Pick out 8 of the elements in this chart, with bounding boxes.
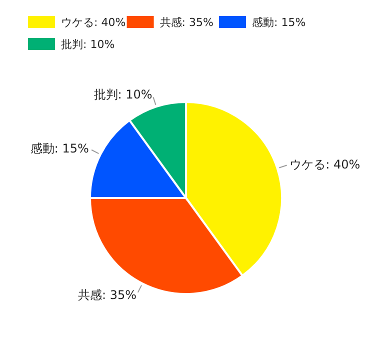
- legend-label: 感動: 15%: [252, 16, 306, 29]
- legend-label: 共感: 35%: [160, 16, 214, 29]
- slice-label: 共感: 35%: [78, 288, 137, 302]
- legend-label: 批判: 10%: [61, 38, 115, 51]
- slice-label: 感動: 15%: [30, 142, 89, 156]
- slice-label: ウケる: 40%: [290, 157, 360, 172]
- legend-label: ウケる: 40%: [61, 16, 126, 29]
- slice-label: 批判: 10%: [94, 87, 152, 102]
